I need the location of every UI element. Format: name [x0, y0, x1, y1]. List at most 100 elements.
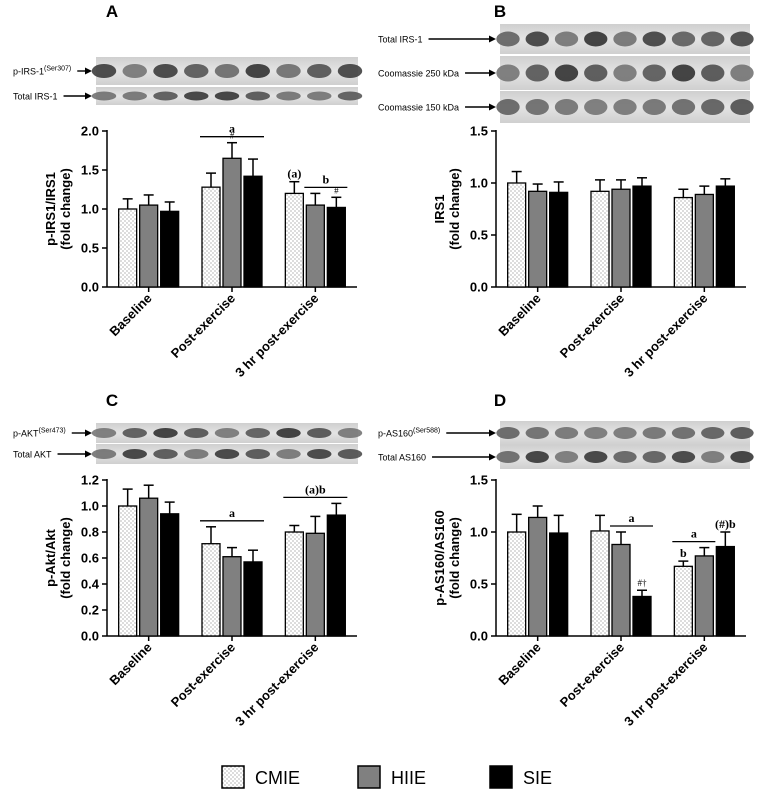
x-tick-label: 3 hr post-exercise	[232, 640, 321, 729]
blot-band	[613, 31, 637, 47]
x-tick-label: Baseline	[495, 291, 543, 339]
blot-band	[525, 99, 549, 115]
blot-band	[584, 31, 608, 47]
bar	[222, 556, 242, 637]
blot-band	[496, 64, 520, 82]
blot-label: Total AKT	[13, 450, 52, 460]
blot-band	[122, 64, 147, 78]
y-tick-label: 1.5	[81, 163, 99, 178]
y-axis-title-line: p-IRS1/IRS1	[43, 172, 58, 246]
blot-band	[701, 451, 725, 463]
significance-label: a	[629, 511, 635, 525]
blot-band	[496, 451, 520, 463]
blot-band	[214, 91, 240, 101]
blot-band	[701, 64, 725, 82]
blot-band	[525, 451, 549, 463]
blot-band	[245, 64, 270, 78]
bar	[326, 514, 346, 637]
bar-annotation: (#)b	[715, 517, 736, 531]
y-axis-title: p-Akt/Akt (fold change)	[43, 517, 73, 599]
blot-band	[276, 449, 301, 459]
arrow-head	[489, 429, 496, 437]
y-axis-title-line: (fold change)	[447, 168, 462, 250]
blot-band	[184, 428, 209, 438]
blot-band	[671, 427, 696, 439]
bar	[160, 513, 180, 637]
y-tick-label: 0.5	[470, 577, 488, 592]
arrow-head	[85, 450, 92, 458]
blot-band	[701, 99, 725, 115]
y-tick-label: 0.0	[81, 629, 99, 644]
blot-band	[671, 99, 696, 115]
blot-band	[337, 449, 363, 459]
blot-band	[730, 64, 754, 82]
panel-a: Ap-IRS-1(Ser307) Total IRS-1 0.0 0.5 1.0 1.5 2…	[13, 2, 363, 380]
blot-band	[307, 449, 332, 459]
panel-d: Dp-AS160(Ser588) Total AS160 0.0 0.5 1.0 1.5 B…	[378, 391, 754, 729]
bar	[611, 188, 631, 288]
arrow-head	[489, 453, 496, 461]
x-tick-label: Post-exercise	[557, 640, 627, 710]
bar-annotation: #	[334, 185, 339, 195]
y-tick-label: 1.0	[470, 176, 488, 191]
blot-band	[153, 449, 178, 459]
blot-band	[554, 427, 579, 439]
legend-label: SIE	[523, 768, 552, 788]
bar	[715, 545, 735, 637]
bar	[139, 204, 159, 288]
y-tick-label: 0.4	[81, 577, 100, 592]
blot-band	[584, 427, 608, 439]
blot-label: p-AS160(Ser588)	[378, 428, 440, 439]
blot-band	[525, 64, 549, 82]
blot-band	[91, 91, 117, 101]
x-tick-label: Post-exercise	[168, 291, 238, 361]
y-tick-label: 0.2	[81, 603, 99, 618]
blot-band	[276, 64, 301, 78]
legend-label: CMIE	[255, 768, 300, 788]
blot-band	[245, 428, 270, 438]
bar	[611, 543, 631, 637]
significance-label: (a)b	[305, 482, 326, 496]
legend-swatch	[357, 765, 381, 789]
blot-band	[554, 451, 579, 463]
x-tick-label: Post-exercise	[168, 640, 238, 710]
significance-label: a	[691, 527, 697, 541]
blot-band	[496, 427, 520, 439]
y-tick-label: 1.0	[81, 499, 99, 514]
blot-band	[184, 449, 209, 459]
panel-letter: B	[494, 2, 506, 21]
bar	[118, 208, 138, 288]
blot-band	[153, 91, 178, 101]
blot-band	[91, 449, 117, 459]
bar-annotation: (a)	[287, 167, 301, 181]
significance-label: a	[229, 122, 235, 136]
bar	[715, 185, 735, 288]
y-tick-label: 2.0	[81, 124, 99, 139]
x-tick-label: 3 hr post-exercise	[232, 291, 321, 380]
bar	[243, 561, 263, 637]
bar	[694, 193, 714, 288]
blot-band	[730, 31, 754, 47]
panel-b: B Total IRS-1 Coomassie 250 kDa Coomassie 1…	[378, 2, 754, 380]
bar	[222, 157, 242, 288]
blot-label: p-IRS-1(Ser307)	[13, 66, 71, 77]
blot-band	[584, 451, 608, 463]
y-tick-label: 0.8	[81, 525, 99, 540]
bar	[305, 204, 325, 288]
y-axis-title: IRS1 (fold change)	[432, 168, 462, 250]
bar-annotation: #	[230, 131, 235, 141]
significance-label: a	[229, 506, 235, 520]
bar	[139, 497, 159, 637]
panel-c: Cp-AKT(Ser473) Total AKT 0.0 0.2 0.4 0.6 0.8 1.…	[13, 391, 363, 729]
blot-image	[91, 423, 363, 464]
blot-band	[613, 64, 637, 82]
blot-label: Coomassie 150 kDa	[378, 103, 459, 113]
blot-band	[671, 64, 696, 82]
bar	[243, 175, 263, 288]
bar	[673, 196, 693, 288]
bar-annotation: b	[680, 546, 687, 560]
blot-band	[337, 91, 363, 101]
blot-band	[642, 31, 666, 47]
y-tick-label: 1.2	[81, 473, 99, 488]
blot-band	[613, 427, 637, 439]
